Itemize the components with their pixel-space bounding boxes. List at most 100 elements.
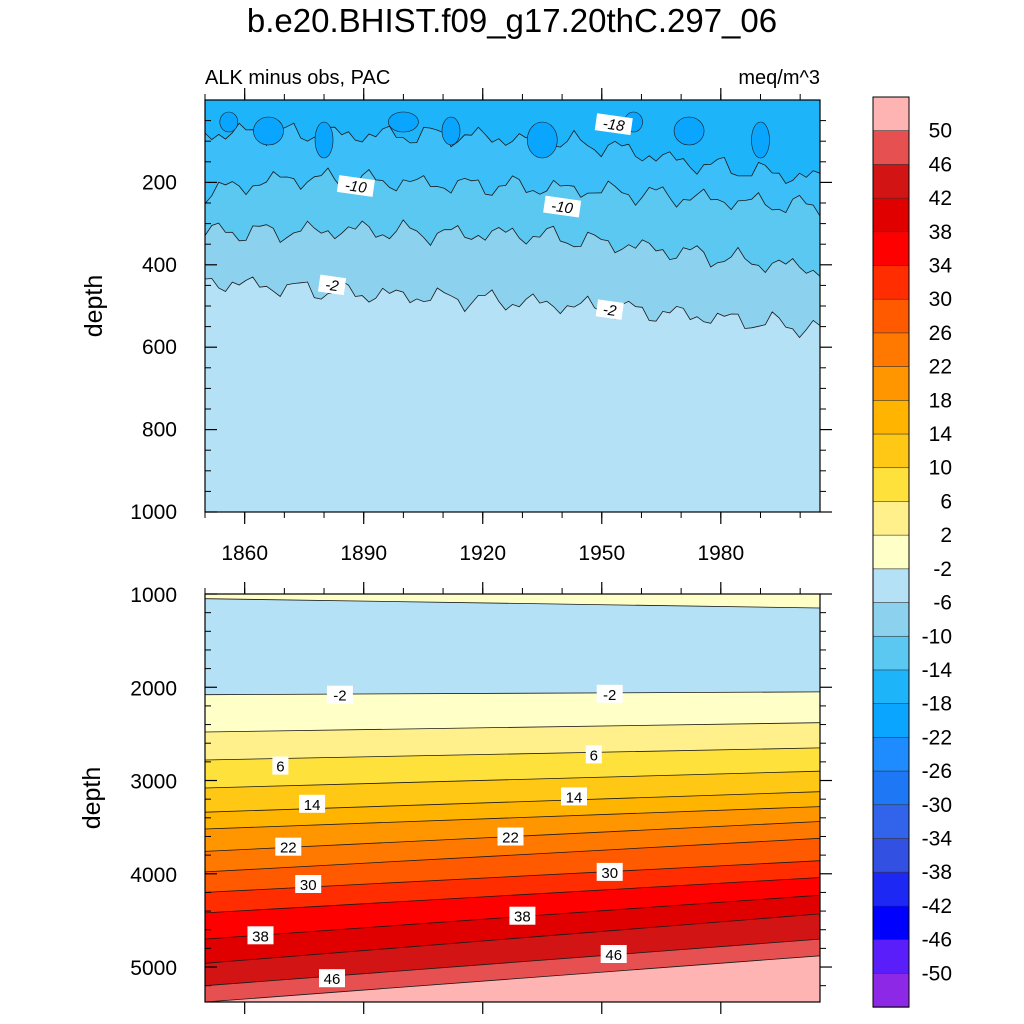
colorbar-label: 30 <box>929 288 952 311</box>
lower-contour-label: 22 <box>497 827 524 847</box>
lower-contour-line-34 <box>205 877 820 914</box>
upper-contour-label-text: -18 <box>602 115 626 135</box>
lower-contour-label-text: 30 <box>601 865 618 882</box>
lower-contour-label-text: 6 <box>276 759 284 776</box>
colorbar-swatch <box>872 96 910 132</box>
colorbar: 50 46 42 38 34 30 26 22 18 14 10 6 2 -2 -6 -10 -14 -18 -22… <box>872 96 953 1008</box>
colorbar-label: -34 <box>922 828 953 851</box>
lower-contour-label-bg <box>561 787 587 806</box>
colorbar-swatch <box>872 669 910 705</box>
lower-contour-label: 14 <box>299 794 326 814</box>
lower-contour-line-26 <box>205 837 820 873</box>
colorbar-label: -26 <box>922 760 952 783</box>
lower-contour-label-bg <box>247 926 274 945</box>
lower-contour-label: 38 <box>509 906 536 926</box>
upper-y-axis-title: depth <box>80 275 108 338</box>
lower-contour-label: 22 <box>275 837 302 857</box>
colorbar-label: -22 <box>922 726 952 749</box>
lower-contour-label-bg <box>272 756 289 775</box>
upper-x-tick-label: 1980 <box>697 542 744 565</box>
upper-y-tick-label: 400 <box>142 254 177 277</box>
upper-y-tick-label: 600 <box>142 336 177 359</box>
colorbar-swatch <box>872 400 910 435</box>
upper-y-tick-label: 200 <box>142 171 177 194</box>
lower-contour-line-2 <box>205 722 820 733</box>
lower-contour-line--2 <box>205 691 820 696</box>
upper-contour-label-bg <box>543 195 582 218</box>
colorbar-label: 34 <box>929 255 953 278</box>
lower-contour-label-bg <box>299 794 326 813</box>
colorbar-label: -46 <box>922 929 952 952</box>
lower-plot-frame <box>204 593 821 1003</box>
colorbar-swatch <box>872 737 910 772</box>
lower-contour-label-bg <box>319 969 345 988</box>
upper-contour-field <box>205 100 820 512</box>
colorbar-swatch <box>872 467 910 503</box>
colorbar-label: 46 <box>929 153 952 176</box>
lower-panel: -2 -2 6 6 14 14 22 22 30 30 38 38 46 46 1000 2000 3000 4… <box>78 582 832 1014</box>
upper-x-tick-label: 1860 <box>221 542 268 565</box>
upper-contour-line--14 <box>205 167 820 217</box>
colorbar-swatch <box>872 231 910 267</box>
lower-contour-label-bg <box>596 684 623 703</box>
lower-contour-line-6 <box>205 747 820 761</box>
colorbar-label: 26 <box>929 322 952 345</box>
lower-contour-label: 38 <box>247 926 274 945</box>
lower-contour-label-text: -2 <box>603 687 616 704</box>
lower-contour-label-bg <box>596 862 623 881</box>
colorbar-swatch <box>872 804 910 840</box>
colorbar-label: -38 <box>922 861 952 884</box>
colorbar-swatch <box>872 939 910 974</box>
upper-contour-label-text: -10 <box>550 198 574 218</box>
lower-contour-label-text: 14 <box>304 797 321 814</box>
colorbar-swatch <box>872 602 910 637</box>
colorbar-frame <box>872 96 910 1008</box>
upper-surface-patch <box>388 111 419 133</box>
upper-contour-label: -2 <box>318 274 347 295</box>
lower-contour-label-bg <box>295 875 322 893</box>
colorbar-label: 10 <box>929 457 952 480</box>
upper-x-tick-label: 1890 <box>340 542 387 565</box>
colorbar-swatch <box>872 501 910 536</box>
upper-contour-line--6 <box>205 276 820 339</box>
upper-surface-patch <box>526 121 558 159</box>
lower-contour-label: -2 <box>326 685 353 705</box>
upper-contour-label: -2 <box>595 299 624 320</box>
lower-contour-label: -2 <box>596 684 623 704</box>
upper-band-fill-4 <box>205 277 820 512</box>
upper-contour-label-bg <box>336 175 375 197</box>
lower-contour-label-bg <box>275 837 302 856</box>
lower-contour-label-text: -2 <box>333 688 346 705</box>
lower-contour-line-42 <box>205 913 820 964</box>
lower-contour-label: 46 <box>319 969 345 988</box>
upper-axis-ticks: 1860 1890 1920 1950 1980 200 400 600 800 1000 <box>130 88 832 565</box>
colorbar-swatch <box>872 838 910 873</box>
colorbar-label: -50 <box>922 962 952 985</box>
lower-contour-label-text: 38 <box>514 909 531 926</box>
lower-contour-label-text: 38 <box>252 928 269 945</box>
upper-contour-label-text: -10 <box>344 177 368 197</box>
lower-contour-label-text: 46 <box>605 947 622 964</box>
upper-contour-label-text: -2 <box>602 301 618 320</box>
lower-contour-label-bg <box>497 827 524 846</box>
lower-contour-label-text: 46 <box>324 971 341 988</box>
upper-contour-line--10 <box>205 219 820 277</box>
lower-y-tick-label: 2000 <box>130 677 177 700</box>
lower-contour-label-text: 22 <box>502 830 519 847</box>
colorbar-label: 2 <box>940 524 952 547</box>
lower-contour-label-bg <box>326 685 353 704</box>
upper-contour-line--18 <box>205 122 820 185</box>
upper-y-tick-label: 800 <box>142 419 177 442</box>
lower-contour-label-bg <box>509 906 536 925</box>
upper-surface-patch <box>219 111 239 133</box>
lower-contour-label-text: 14 <box>566 789 583 806</box>
colorbar-swatch <box>872 703 910 739</box>
colorbar-swatch <box>872 265 910 300</box>
lower-y-axis-title: depth <box>78 767 106 830</box>
colorbar-label: -2 <box>933 558 952 581</box>
colorbar-label: -6 <box>933 592 952 615</box>
lower-contour-label-text: 30 <box>300 877 317 894</box>
lower-contour-line-50 <box>205 955 820 1002</box>
figure-title: b.e20.BHIST.f09_g17.20thC.297_06 <box>246 2 778 39</box>
